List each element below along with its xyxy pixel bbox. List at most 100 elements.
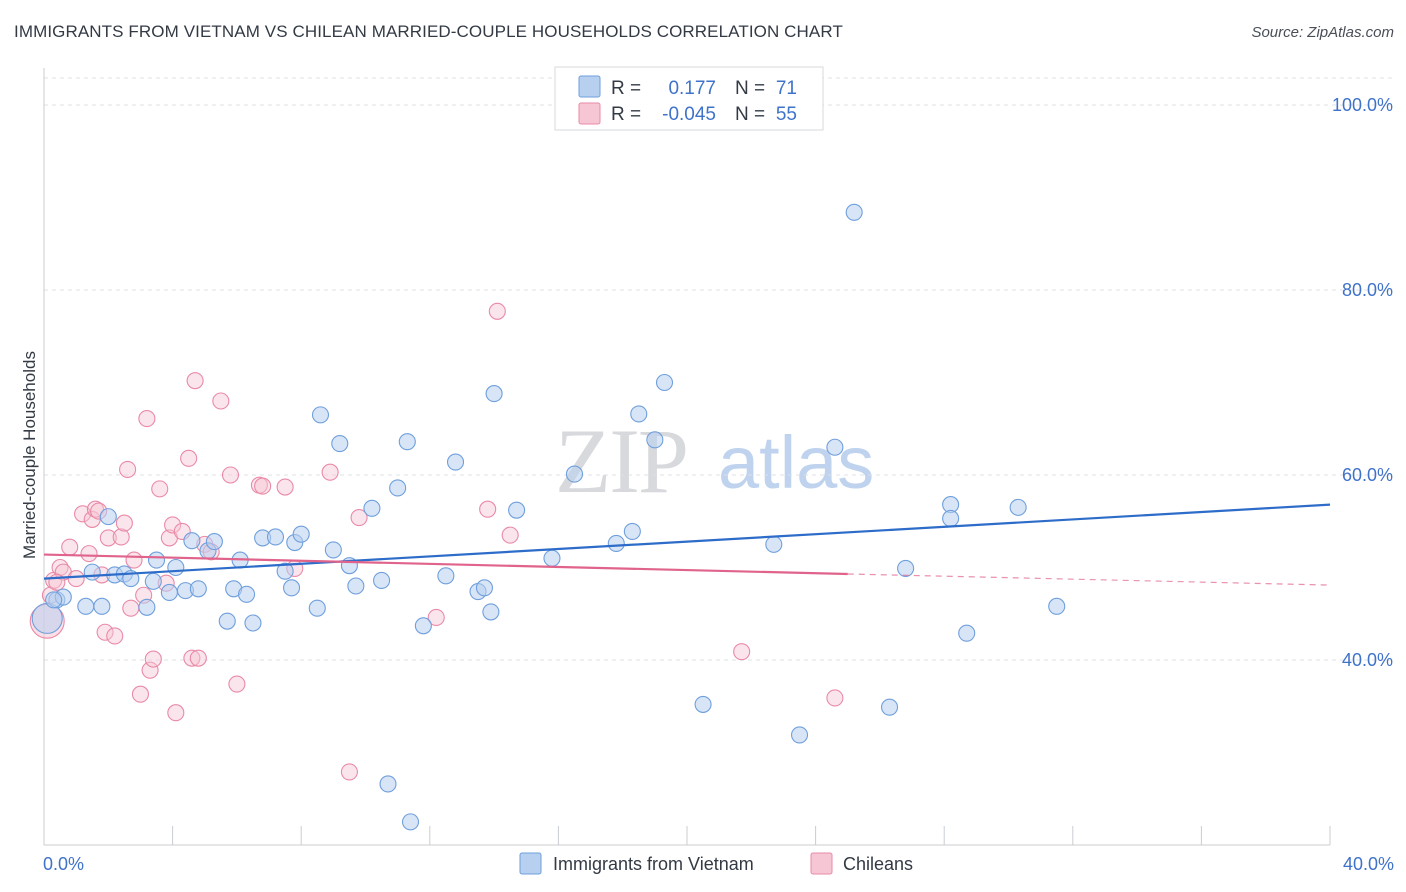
vietnam-point [237, 585, 256, 603]
chileans-point [144, 650, 162, 668]
chileans-point [119, 460, 137, 479]
vietnam-point [942, 509, 960, 528]
axes [43, 68, 1330, 846]
vietnam-point [147, 551, 166, 569]
legend-swatch-vietnam [578, 75, 601, 98]
chileans-point [167, 704, 185, 722]
vietnam-point [897, 559, 915, 577]
vietnam-point [398, 433, 416, 451]
chileans-point [96, 623, 114, 641]
chileans-point [254, 477, 272, 495]
vietnam-point [508, 501, 526, 519]
vietnam-point [292, 525, 310, 543]
chileans-point [488, 302, 506, 320]
vietnam-point [347, 577, 365, 595]
chileans-point [276, 478, 294, 496]
vietnam-point [160, 583, 178, 602]
vietnam-point [1048, 597, 1066, 615]
vietnam-point [845, 203, 863, 221]
vietnam-point [765, 535, 783, 553]
vietnam-point [379, 775, 397, 793]
legend-swatch-chileans [578, 102, 601, 125]
vietnam-point [83, 563, 101, 581]
chileans-point [112, 528, 130, 546]
vietnam-point [373, 571, 391, 590]
chileans-point [189, 649, 207, 667]
chileans-point [180, 449, 198, 467]
y-tick-label: 80.0% [1342, 280, 1393, 300]
vietnam-point [482, 603, 500, 621]
bottom-legend-label-vietnam: Immigrants from Vietnam [553, 854, 754, 874]
vietnam-point [694, 695, 712, 713]
trend-lines [43, 503, 1331, 586]
chileans-trend-extension [847, 573, 1331, 586]
vietnam-point [565, 465, 584, 483]
chileans-point [106, 627, 124, 645]
vietnam-point [144, 572, 162, 590]
vietnam-point [1009, 498, 1027, 516]
vietnam-point [77, 597, 95, 615]
chileans-point [99, 529, 117, 547]
chileans-point [479, 500, 497, 518]
legend-r-label-vietnam: R = [611, 78, 641, 99]
vietnam-point [183, 532, 201, 550]
bottom-legend-label-chileans: Chileans [843, 854, 913, 874]
legend-n-label-vietnam: N = [735, 78, 765, 99]
chileans-trend-line [43, 553, 848, 576]
vietnam-point [401, 813, 420, 831]
chart-title: IMMIGRANTS FROM VIETNAM VS CHILEAN MARRI… [14, 22, 843, 41]
y-axis-label: Married-couple Households [20, 351, 39, 559]
chileans-point [221, 466, 240, 484]
chileans-point [164, 516, 182, 534]
chileans-point [115, 514, 133, 532]
vietnam-point [880, 698, 899, 716]
gridlines [44, 77, 1392, 661]
vietnam-point [266, 528, 285, 546]
y-tick-label: 40.0% [1342, 650, 1393, 670]
chileans-point [186, 372, 204, 390]
vietnam-point [655, 373, 674, 392]
vietnam-point [446, 453, 465, 471]
chileans-point [131, 685, 149, 703]
vietnam-point [276, 562, 294, 580]
y-axis-tick-labels: 100.0% 80.0% 60.0% 40.0% [1332, 95, 1393, 670]
vietnam-point [331, 434, 349, 453]
vietnam-point [93, 597, 111, 615]
vietnam-point [607, 534, 625, 553]
chileans-point [80, 545, 98, 563]
vietnam-point [45, 591, 63, 609]
chileans-point [141, 661, 159, 679]
chileans-point [67, 570, 85, 588]
chileans-point [340, 763, 358, 781]
chileans-point [122, 599, 140, 617]
y-tick-label: 60.0% [1342, 465, 1393, 485]
vietnam-point [414, 617, 432, 635]
chileans-point [212, 392, 230, 410]
watermark-zip: ZIP [555, 410, 687, 512]
chileans-point [61, 538, 79, 556]
vietnam-point [244, 614, 262, 632]
vietnam-trend-line [43, 503, 1331, 580]
chileans-point [501, 526, 519, 544]
vietnam-point [543, 549, 561, 567]
vietnam-point [99, 508, 117, 526]
vietnam-point [189, 580, 207, 598]
vietnam-point [311, 406, 330, 424]
legend-r-value-vietnam: 0.177 [668, 78, 716, 99]
vietnam-point [363, 499, 381, 517]
vietnam-point [826, 438, 844, 456]
vietnam-point [623, 522, 641, 540]
watermark-atlas: atlas [718, 421, 874, 504]
vietnam-point [475, 579, 494, 597]
vietnam-point [324, 541, 342, 559]
chileans-point [151, 480, 169, 498]
vietnam-point [646, 431, 664, 449]
vietnam-point [389, 479, 407, 497]
series-legend: Immigrants from Vietnam Chileans [519, 852, 913, 875]
legend-r-label-chileans: R = [611, 104, 641, 125]
vietnam-point [205, 533, 223, 551]
chileans-point [138, 410, 156, 428]
legend-n-value-vietnam: 71 [776, 78, 797, 99]
x-tick-label-min: 0.0% [43, 854, 84, 874]
